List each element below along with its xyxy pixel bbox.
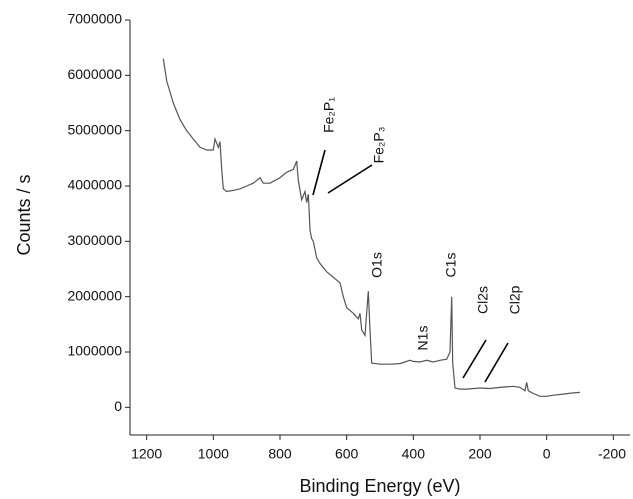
x-tick-label: 1200 [131, 446, 162, 462]
leader-line [484, 342, 509, 383]
peak-annotation: Cl2p [507, 285, 523, 314]
y-axis-label: Counts / s [14, 174, 34, 255]
y-tick-label: 0 [114, 398, 122, 414]
x-tick-label: 400 [402, 446, 426, 462]
y-tick-label: 4000000 [67, 177, 122, 193]
peak-annotation: Cl2s [475, 286, 491, 314]
y-tick-label: 3000000 [67, 232, 122, 248]
y-tick-label: 2000000 [67, 287, 122, 303]
peak-annotation: C1s [443, 253, 459, 278]
x-tick-label: 800 [268, 446, 292, 462]
leader-line [462, 339, 487, 379]
spectrum-line [162, 58, 581, 397]
y-tick-label: 5000000 [67, 121, 122, 137]
y-tick-label: 7000000 [67, 11, 122, 27]
peak-annotation: O1s [369, 252, 385, 278]
x-tick-label: 0 [543, 446, 551, 462]
y-tick-label: 6000000 [67, 66, 122, 82]
y-tick-label: 1000000 [67, 343, 122, 359]
x-tick-label: 1000 [198, 446, 229, 462]
x-tick-label: -200 [598, 446, 626, 462]
leader-line [312, 149, 326, 196]
x-tick-label: 200 [468, 446, 492, 462]
peak-annotation: Fe₂P₁ [321, 97, 337, 133]
leader-line [327, 164, 373, 194]
peak-annotation: N1s [415, 326, 431, 351]
peak-annotation: Fe₂P₃ [371, 127, 387, 164]
x-tick-label: 600 [335, 446, 359, 462]
x-axis-label: Binding Energy (eV) [299, 476, 460, 496]
